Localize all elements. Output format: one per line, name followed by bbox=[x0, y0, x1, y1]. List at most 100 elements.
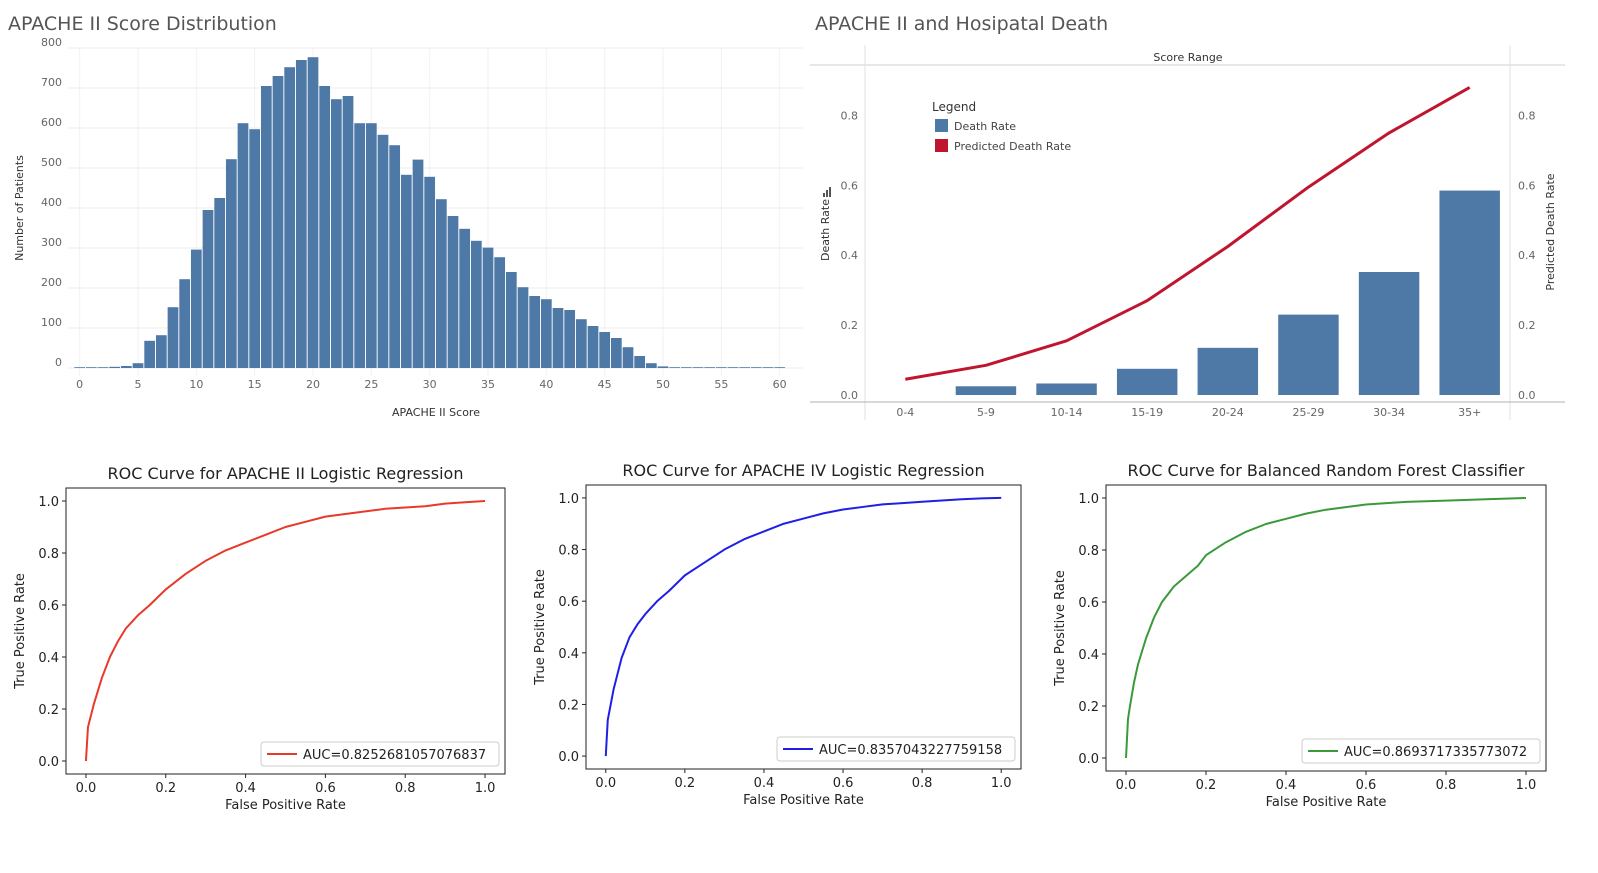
histogram-bar[interactable] bbox=[237, 123, 249, 368]
histogram-bar[interactable] bbox=[774, 367, 786, 368]
death-rate-bar[interactable] bbox=[1358, 271, 1420, 396]
histogram-bar[interactable] bbox=[680, 367, 692, 368]
histogram-bar[interactable] bbox=[354, 123, 366, 368]
histogram-y-tick: 100 bbox=[41, 316, 62, 329]
histogram-bar[interactable] bbox=[552, 308, 564, 368]
histogram-bar[interactable] bbox=[470, 240, 482, 368]
histogram-panel: APACHE II Score Distribution 0 5 10 15 20 25 3… bbox=[8, 13, 803, 419]
histogram-bar[interactable] bbox=[155, 335, 167, 368]
combo-right-y-tick: 0.4 bbox=[1518, 249, 1536, 262]
histogram-bar[interactable] bbox=[727, 367, 739, 368]
roc-y-tick: 0.2 bbox=[1078, 700, 1099, 715]
histogram-bar[interactable] bbox=[74, 367, 86, 368]
histogram-y-tick: 800 bbox=[41, 36, 62, 49]
histogram-bar[interactable] bbox=[587, 326, 599, 368]
histogram-bar[interactable] bbox=[272, 76, 284, 368]
histogram-bar[interactable] bbox=[424, 176, 436, 368]
death-rate-bar[interactable] bbox=[1439, 190, 1500, 396]
histogram-bar[interactable] bbox=[447, 216, 459, 368]
histogram-bar[interactable] bbox=[214, 198, 226, 368]
histogram-bar[interactable] bbox=[330, 99, 342, 368]
histogram-bar[interactable] bbox=[750, 367, 762, 368]
histogram-bar[interactable] bbox=[645, 363, 657, 368]
histogram-bar[interactable] bbox=[295, 60, 307, 368]
histogram-bar[interactable] bbox=[319, 86, 331, 368]
histogram-bar[interactable] bbox=[517, 287, 529, 368]
roc-y-tick: 0.6 bbox=[1078, 596, 1099, 611]
histogram-bar[interactable] bbox=[365, 123, 377, 368]
histogram-bar[interactable] bbox=[109, 366, 121, 368]
histogram-bar[interactable] bbox=[97, 367, 109, 368]
histogram-bar[interactable] bbox=[260, 86, 272, 368]
sort-icon[interactable] bbox=[823, 187, 831, 197]
roc-title: ROC Curve for Balanced Random Forest Cla… bbox=[1128, 461, 1525, 480]
histogram-bar[interactable] bbox=[622, 347, 634, 368]
roc-title: ROC Curve for APACHE II Logistic Regress… bbox=[108, 464, 464, 483]
histogram-bar[interactable] bbox=[704, 367, 716, 368]
histogram-bar[interactable] bbox=[739, 367, 751, 368]
histogram-bar[interactable] bbox=[377, 134, 389, 368]
roc-x-axis-label: False Positive Rate bbox=[225, 798, 346, 813]
histogram-y-tick: 0 bbox=[55, 356, 62, 369]
death-rate-bar[interactable] bbox=[1278, 314, 1339, 396]
death-rate-bar[interactable] bbox=[1197, 347, 1259, 396]
histogram-bar[interactable] bbox=[389, 145, 401, 368]
histogram-bar[interactable] bbox=[85, 367, 97, 368]
histogram-title: APACHE II Score Distribution bbox=[8, 13, 277, 35]
histogram-bar[interactable] bbox=[657, 366, 669, 368]
histogram-bar[interactable] bbox=[120, 366, 132, 368]
roc-curve[interactable] bbox=[84, 500, 486, 762]
histogram-x-axis-label: APACHE II Score bbox=[392, 406, 480, 419]
roc-curve[interactable] bbox=[604, 496, 1002, 757]
histogram-bar[interactable] bbox=[692, 367, 704, 368]
histogram-bar[interactable] bbox=[284, 67, 296, 368]
histogram-bar[interactable] bbox=[540, 299, 552, 368]
roc-y-tick: 0.0 bbox=[38, 755, 59, 770]
roc-y-tick: 0.8 bbox=[558, 544, 579, 559]
histogram-bar[interactable] bbox=[179, 279, 191, 368]
histogram-bar[interactable] bbox=[564, 310, 576, 368]
histogram-bar[interactable] bbox=[190, 249, 202, 368]
histogram-bar[interactable] bbox=[459, 228, 471, 368]
histogram-x-tick: 10 bbox=[189, 378, 203, 391]
death-rate-bar[interactable] bbox=[1116, 368, 1178, 396]
death-rate-bar[interactable] bbox=[955, 386, 1017, 396]
roc-curve[interactable] bbox=[1125, 497, 1527, 759]
roc-x-tick: 0.6 bbox=[1356, 778, 1377, 793]
histogram-bar[interactable] bbox=[202, 210, 214, 368]
roc-y-tick: 1.0 bbox=[38, 495, 59, 510]
roc-x-tick: 0.8 bbox=[1436, 778, 1457, 793]
roc-panel-random-forest: ROC Curve for Balanced Random Forest Cla… bbox=[1053, 461, 1547, 810]
histogram-bar[interactable] bbox=[610, 338, 622, 368]
roc-y-axis-label: True Positive Rate bbox=[13, 573, 28, 690]
histogram-x-tick: 35 bbox=[481, 378, 495, 391]
histogram-bar[interactable] bbox=[634, 356, 646, 368]
roc-legend-box bbox=[260, 741, 500, 767]
histogram-bar[interactable] bbox=[505, 272, 517, 368]
histogram-bar[interactable] bbox=[412, 159, 424, 368]
predicted-death-rate-line[interactable] bbox=[905, 86, 1471, 381]
histogram-bar[interactable] bbox=[715, 367, 727, 368]
histogram-bar[interactable] bbox=[132, 363, 144, 368]
roc-x-tick: 0.0 bbox=[595, 776, 616, 791]
death-rate-bar[interactable] bbox=[1036, 383, 1097, 396]
histogram-bar[interactable] bbox=[599, 332, 611, 368]
combo-title: APACHE II and Hosipatal Death bbox=[815, 13, 1108, 35]
roc-legend-label: AUC=0.8357043227759158 bbox=[819, 743, 1002, 758]
histogram-bar[interactable] bbox=[762, 367, 774, 368]
histogram-bar[interactable] bbox=[435, 199, 447, 368]
histogram-bar[interactable] bbox=[249, 129, 261, 368]
roc-y-tick: 0.4 bbox=[1078, 648, 1099, 663]
histogram-bar[interactable] bbox=[669, 367, 681, 368]
histogram-bar[interactable] bbox=[494, 257, 506, 368]
histogram-bar[interactable] bbox=[400, 174, 412, 368]
histogram-bar[interactable] bbox=[307, 57, 319, 368]
histogram-bar[interactable] bbox=[225, 159, 237, 368]
histogram-bar[interactable] bbox=[167, 307, 179, 368]
histogram-bar[interactable] bbox=[575, 319, 587, 368]
histogram-bar[interactable] bbox=[482, 247, 494, 368]
histogram-bar[interactable] bbox=[144, 340, 156, 368]
histogram-bar[interactable] bbox=[529, 296, 541, 368]
histogram-bar[interactable] bbox=[342, 96, 354, 368]
